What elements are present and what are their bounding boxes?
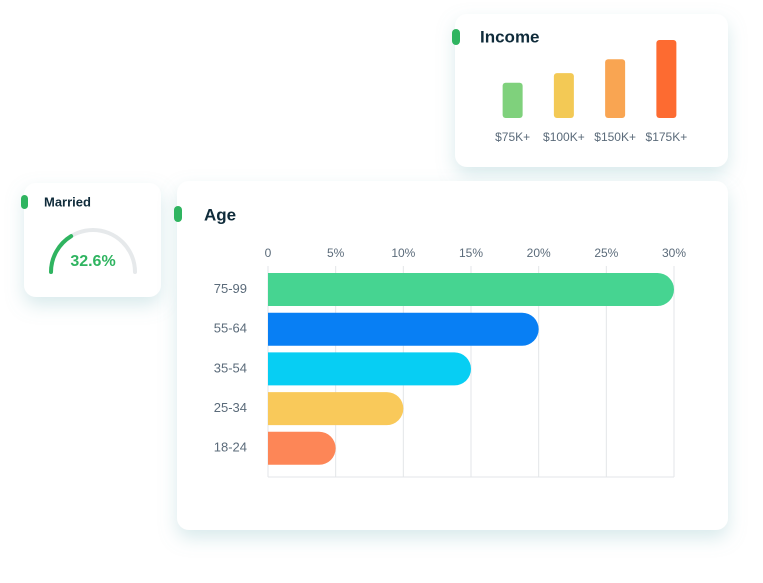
married-card <box>24 183 161 297</box>
x-tick-label: 25% <box>594 246 618 260</box>
x-tick-label: $100K+ <box>543 130 585 144</box>
x-tick-label: 30% <box>662 246 686 260</box>
y-tick-label: 75-99 <box>214 281 247 296</box>
bar <box>268 392 404 426</box>
x-tick-label: 20% <box>527 246 551 260</box>
bar <box>605 59 626 118</box>
bar <box>656 40 677 118</box>
x-tick-label: $75K+ <box>495 130 530 144</box>
x-tick-label: 15% <box>459 246 483 260</box>
accent-tab <box>452 29 460 45</box>
y-tick-label: 55-64 <box>214 321 247 336</box>
bar <box>502 82 523 118</box>
bar <box>268 312 539 346</box>
y-tick-label: 25-34 <box>214 400 247 415</box>
bar <box>553 73 574 118</box>
card-title: Married <box>44 194 91 209</box>
x-tick-label: 0 <box>265 246 272 260</box>
x-tick-label: $150K+ <box>594 130 636 144</box>
gauge-label: 32.6% <box>70 253 115 270</box>
gauge-value <box>49 234 74 274</box>
y-tick-label: 18-24 <box>214 440 247 455</box>
y-tick-label: 35-54 <box>214 360 247 375</box>
card-title: Age <box>204 205 236 224</box>
accent-tab <box>174 206 182 222</box>
x-tick-label: 10% <box>391 246 415 260</box>
x-tick-label: 5% <box>327 246 345 260</box>
x-tick-label: $175K+ <box>646 130 688 144</box>
card-title: Income <box>480 27 540 46</box>
bar <box>268 273 675 306</box>
accent-tab <box>21 195 28 209</box>
bar <box>268 352 472 386</box>
bar <box>268 431 336 465</box>
